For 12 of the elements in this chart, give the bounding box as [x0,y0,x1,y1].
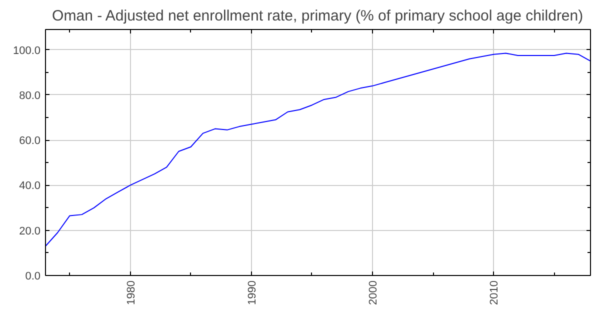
y-tick-label: 60.0 [19,135,41,148]
line-series [46,52,590,247]
chart-title: Oman - Adjusted net enrollment rate, primary (% of primary school age children) [52,8,584,24]
y-tick-label: 40.0 [19,180,41,192]
y-tick-label: 80.0 [19,90,41,102]
y-tick-label: 0.0 [25,270,41,282]
x-tick-label: 1990 [246,280,258,305]
y-tick-label: 100.0 [12,44,41,57]
x-tick-label: 1980 [125,280,138,305]
x-tick-label: 2010 [488,280,501,305]
y-tick-label: 20.0 [19,225,41,238]
x-tick-label: 2000 [368,280,380,305]
